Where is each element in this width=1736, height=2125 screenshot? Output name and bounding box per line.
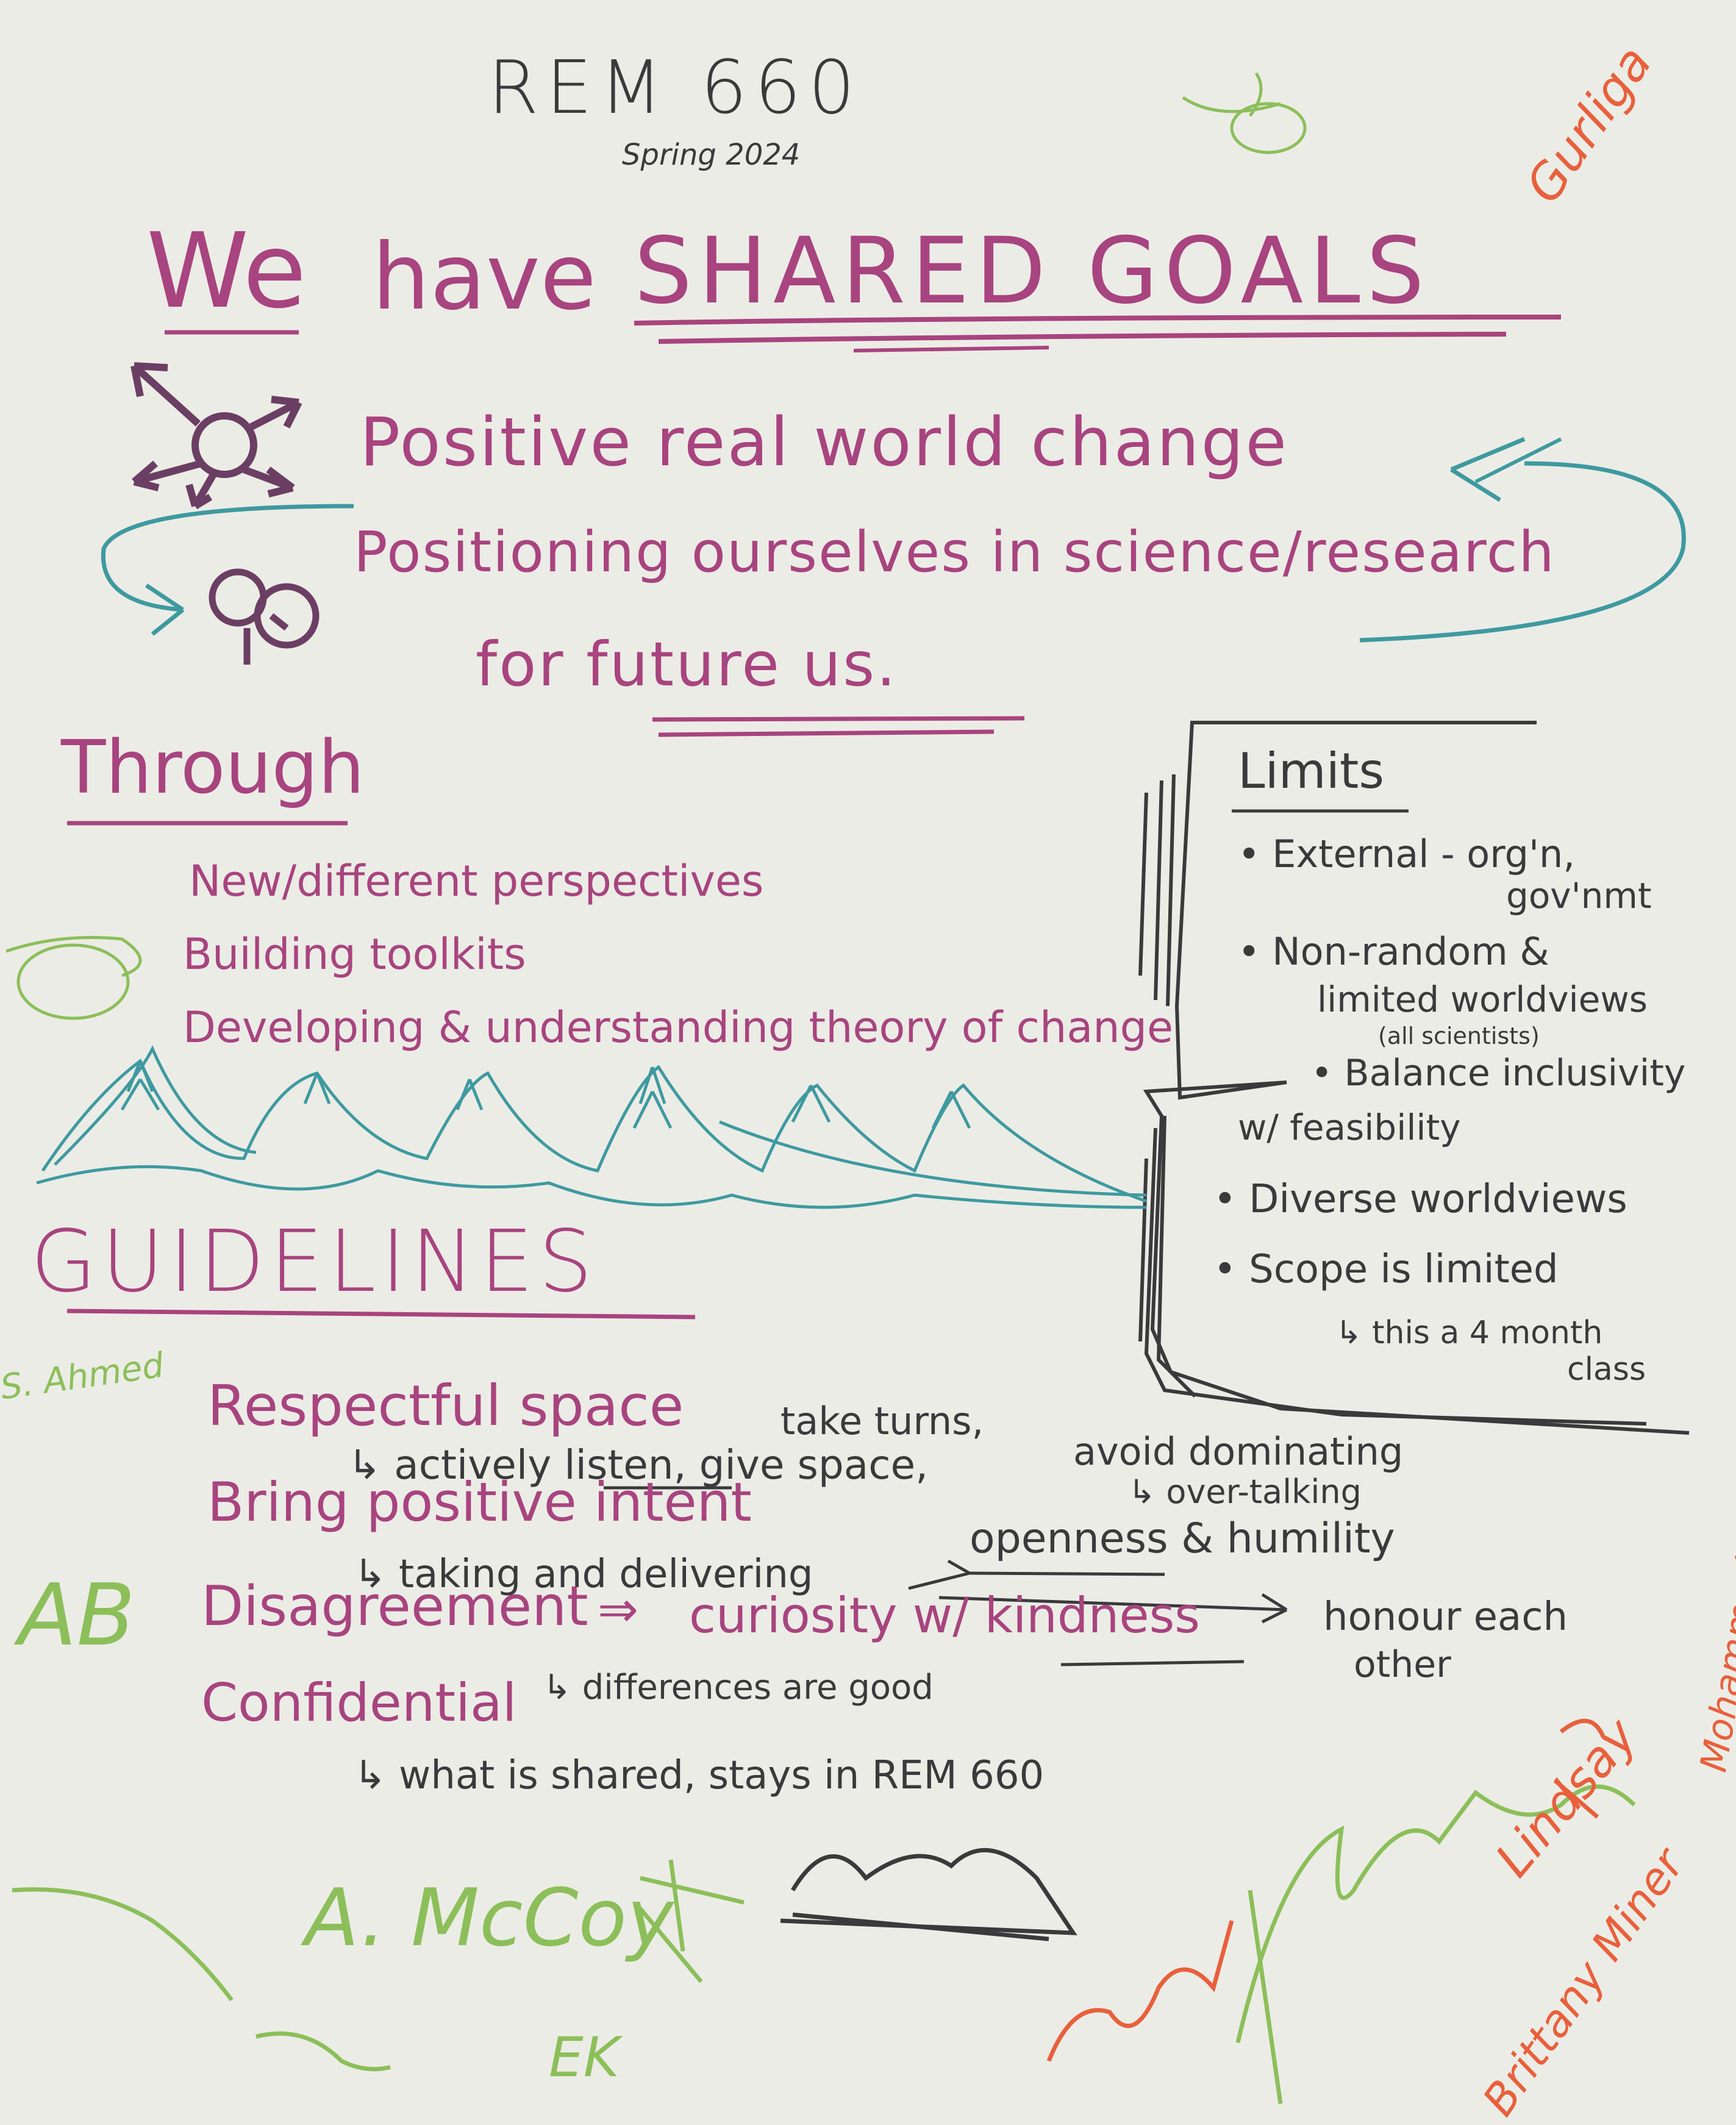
- limits-item-2-sub: limited worldviews: [1317, 979, 1648, 1020]
- guideline-1-detail: ↳ actively listen, give space,: [348, 1441, 929, 1488]
- green-long-signature: [1235, 1784, 1636, 2043]
- guideline-2-detail: ↳ taking and delivering: [354, 1552, 813, 1597]
- title-shared-goals: SHARED GOALS: [634, 218, 1431, 324]
- shared-goals-underline-1: [634, 315, 1562, 326]
- goal-future-us: for future us.: [476, 629, 898, 700]
- title-we: We: [146, 211, 307, 332]
- guidelines-underline: [66, 1309, 696, 1320]
- goal-positioning: Positioning ourselves in science/researc…: [354, 520, 1556, 585]
- limits-heading: Limits: [1238, 743, 1384, 799]
- goal-positive-change: Positive real world change: [360, 403, 1289, 481]
- term: Spring 2024: [622, 138, 801, 172]
- guideline-4-detail: ↳ what is shared, stays in REM 660: [354, 1753, 1045, 1798]
- mountains-drawing: [36, 1045, 1147, 1209]
- curved-arrow-left: [101, 504, 354, 612]
- future-us-underline-1: [652, 716, 1025, 722]
- limits-item-3-sub: w/ feasibility: [1238, 1107, 1461, 1148]
- limits-item-2: • Non-random &: [1238, 929, 1549, 974]
- guideline-positive-intent: Bring positive intent: [207, 1471, 752, 1534]
- limits-item-2-note: (all scientists): [1378, 1023, 1540, 1049]
- guideline-3-side1: honour each: [1323, 1595, 1568, 1640]
- through-heading: Through: [61, 726, 365, 810]
- shared-goals-underline-2: [658, 332, 1507, 344]
- limits-item-5: • Scope is limited: [1213, 1247, 1559, 1292]
- limits-box: [1138, 721, 1690, 1435]
- guideline-disagreement: Disagreement: [201, 1574, 588, 1638]
- guideline-2-side1: openness & humility: [970, 1515, 1395, 1563]
- guideline-3-detail: ↳ differences are good: [543, 1668, 934, 1707]
- signature-ab: AB: [18, 1566, 135, 1665]
- future-us-icon: [209, 568, 320, 665]
- through-item-perspectives: New/different perspectives: [189, 856, 764, 906]
- curved-arrow-right: [1359, 461, 1686, 643]
- limits-item-3: • Balance inclusivity: [1311, 1052, 1686, 1095]
- limits-item-5-sub: ↳ this a 4 month: [1335, 1315, 1603, 1351]
- orange-signature: [1046, 1920, 1234, 2062]
- limits-item-5-sub2: class: [1567, 1351, 1646, 1388]
- limits-item-1-sub: gov'nmt: [1506, 875, 1652, 916]
- green-doodles: [5, 72, 1307, 1020]
- title-have: have: [372, 224, 597, 330]
- guideline-respectful-space: Respectful space: [207, 1373, 684, 1438]
- change-arrows-icon: [130, 362, 302, 510]
- signature-ek: EK: [549, 2026, 620, 2090]
- through-item-theory: Developing & understanding theory of cha…: [183, 1002, 1174, 1052]
- guideline-3-arrow: ⇒: [598, 1581, 639, 1638]
- guideline-1-side2: avoid dominating: [1073, 1429, 1404, 1474]
- limits-item-1: • External - org'n,: [1238, 832, 1576, 876]
- guideline-3-side2: other: [1354, 1643, 1451, 1686]
- course-title: REM 660: [488, 46, 862, 130]
- guideline-1-side3: ↳ over-talking: [1128, 1473, 1362, 1511]
- through-item-toolkits: Building toolkits: [183, 929, 526, 979]
- guideline-confidential: Confidential: [201, 1673, 517, 1734]
- signature-a-mccoy: A. McCoy: [305, 1871, 674, 1964]
- black-signature: [780, 1848, 1077, 1935]
- guideline-1-side1: take turns,: [780, 1399, 984, 1443]
- guidelines-heading: GUIDELINES: [30, 1212, 598, 1312]
- signature-scribbles: [12, 1718, 1636, 2104]
- guideline-3-main: curiosity w/ kindness: [689, 1587, 1200, 1644]
- limits-item-4: • Diverse worldviews: [1213, 1177, 1627, 1222]
